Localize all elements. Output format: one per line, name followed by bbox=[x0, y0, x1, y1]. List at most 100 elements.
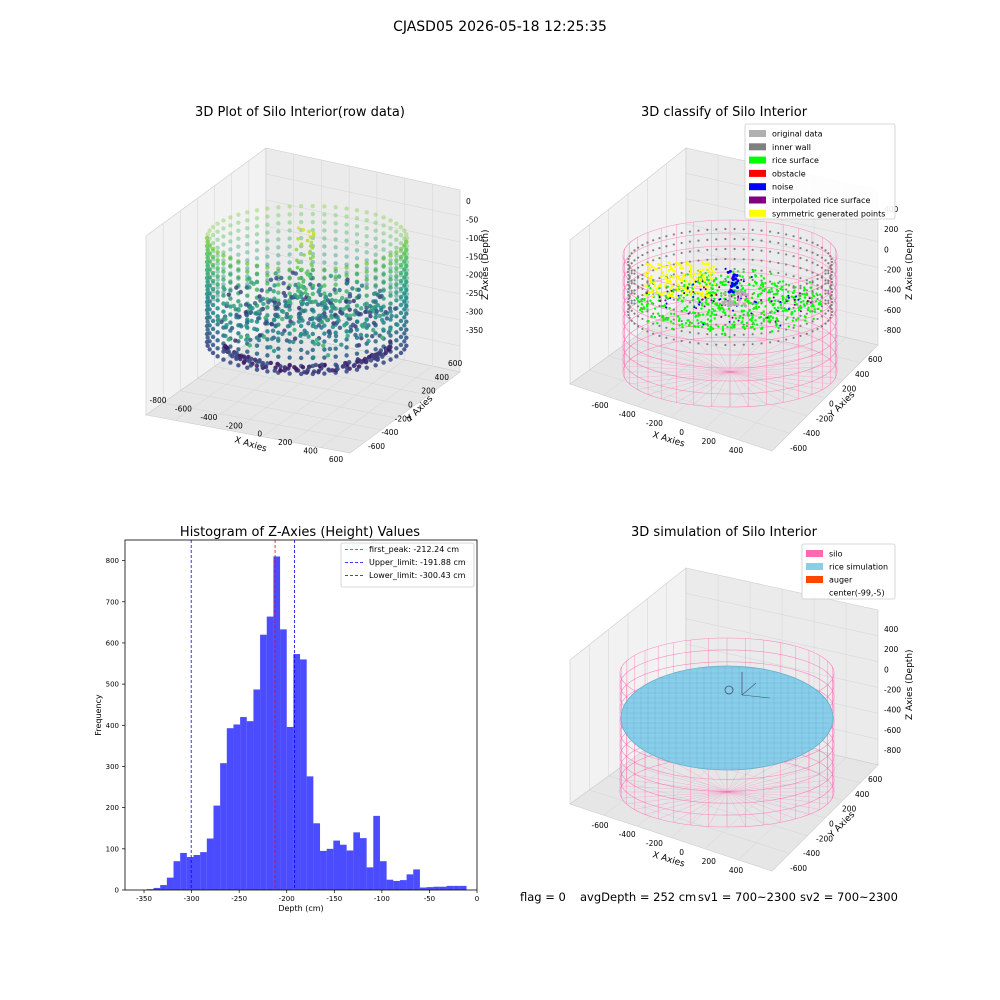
data-point bbox=[373, 259, 378, 264]
symmetric-point bbox=[703, 277, 706, 281]
wall-point bbox=[816, 297, 819, 301]
data-point bbox=[402, 284, 407, 289]
silo-line bbox=[658, 765, 728, 793]
wall-point bbox=[688, 311, 692, 314]
data-point bbox=[312, 341, 317, 346]
noise-point bbox=[766, 316, 769, 319]
data-point bbox=[254, 264, 260, 269]
data-point bbox=[381, 247, 386, 252]
data-point bbox=[298, 347, 304, 353]
data-point bbox=[404, 256, 409, 261]
rice-point bbox=[672, 322, 675, 325]
silo-line bbox=[729, 371, 784, 403]
legend-swatch bbox=[749, 169, 766, 177]
x-axis-label: X Axies bbox=[233, 435, 268, 454]
data-point bbox=[248, 309, 254, 315]
data-point bbox=[215, 285, 220, 290]
data-point bbox=[373, 212, 378, 217]
data-point bbox=[388, 290, 393, 295]
rice-point bbox=[711, 287, 714, 291]
wall-point bbox=[811, 330, 814, 333]
data-point bbox=[344, 281, 350, 286]
wall-point bbox=[641, 277, 644, 281]
data-point bbox=[221, 234, 226, 239]
data-point bbox=[276, 282, 281, 287]
legend-box bbox=[801, 543, 896, 600]
wall-point bbox=[630, 319, 633, 322]
wall-point bbox=[785, 318, 788, 321]
data-point bbox=[210, 278, 216, 284]
wall-point bbox=[805, 249, 808, 252]
data-point bbox=[245, 226, 250, 231]
wall-point bbox=[627, 267, 630, 271]
wall-point bbox=[724, 237, 727, 241]
data-point bbox=[359, 336, 364, 341]
data-point bbox=[265, 369, 270, 374]
data-point bbox=[359, 283, 365, 288]
wall-point bbox=[811, 271, 814, 274]
obstacle-point bbox=[737, 290, 742, 294]
wall-point bbox=[785, 283, 788, 286]
wall-point bbox=[627, 277, 630, 281]
data-point bbox=[265, 230, 270, 235]
data-point bbox=[310, 347, 316, 353]
data-point bbox=[404, 291, 410, 297]
data-point bbox=[354, 208, 360, 213]
noise-point bbox=[710, 299, 713, 302]
data-point bbox=[313, 299, 318, 304]
wall-point bbox=[768, 250, 772, 253]
wall-point bbox=[633, 289, 636, 292]
symmetric-point bbox=[670, 294, 674, 298]
data-point bbox=[207, 284, 212, 289]
data-point bbox=[344, 206, 349, 211]
symmetric-point bbox=[659, 284, 662, 288]
data-point bbox=[306, 334, 311, 339]
data-point bbox=[228, 279, 233, 284]
wall-point bbox=[715, 323, 718, 326]
wall-point bbox=[706, 343, 709, 346]
data-point bbox=[309, 240, 314, 245]
rice-point bbox=[745, 324, 749, 328]
data-point bbox=[373, 220, 378, 225]
rice-point bbox=[666, 318, 669, 322]
data-point bbox=[371, 320, 377, 326]
data-point bbox=[398, 248, 404, 254]
data-point bbox=[215, 277, 220, 282]
data-point bbox=[210, 246, 216, 252]
rice-point bbox=[643, 298, 646, 301]
data-point bbox=[322, 244, 327, 249]
data-point bbox=[205, 247, 210, 252]
data-point bbox=[207, 276, 212, 281]
rice-point bbox=[637, 299, 640, 303]
y-tick-label: 700 bbox=[106, 598, 119, 606]
data-point bbox=[388, 285, 393, 290]
noise-point bbox=[683, 292, 686, 295]
legend-label: rice surface bbox=[772, 156, 819, 165]
wall-point bbox=[811, 241, 814, 244]
rice-point bbox=[740, 304, 743, 308]
data-point bbox=[356, 343, 362, 348]
silo-line bbox=[726, 791, 796, 819]
rice-point bbox=[817, 307, 820, 311]
noise-point bbox=[702, 286, 705, 289]
wall-point bbox=[724, 257, 727, 261]
data-point bbox=[333, 229, 338, 234]
data-point bbox=[210, 350, 216, 356]
data-point bbox=[300, 365, 306, 370]
symmetric-point bbox=[689, 269, 693, 272]
data-point bbox=[228, 272, 233, 277]
z-axis-label: Z Axies (Depth) bbox=[905, 229, 915, 300]
symmetric-point bbox=[668, 279, 672, 282]
wall-point bbox=[724, 247, 727, 251]
data-point bbox=[269, 321, 274, 327]
rice-point bbox=[773, 311, 776, 314]
data-point bbox=[296, 305, 302, 311]
data-point bbox=[327, 368, 332, 373]
data-point bbox=[398, 302, 404, 308]
noise-point bbox=[665, 302, 668, 305]
rice-point bbox=[723, 332, 727, 335]
silo-line bbox=[726, 791, 810, 815]
symmetric-point bbox=[658, 292, 662, 295]
data-point bbox=[245, 319, 250, 324]
data-point bbox=[256, 337, 262, 343]
